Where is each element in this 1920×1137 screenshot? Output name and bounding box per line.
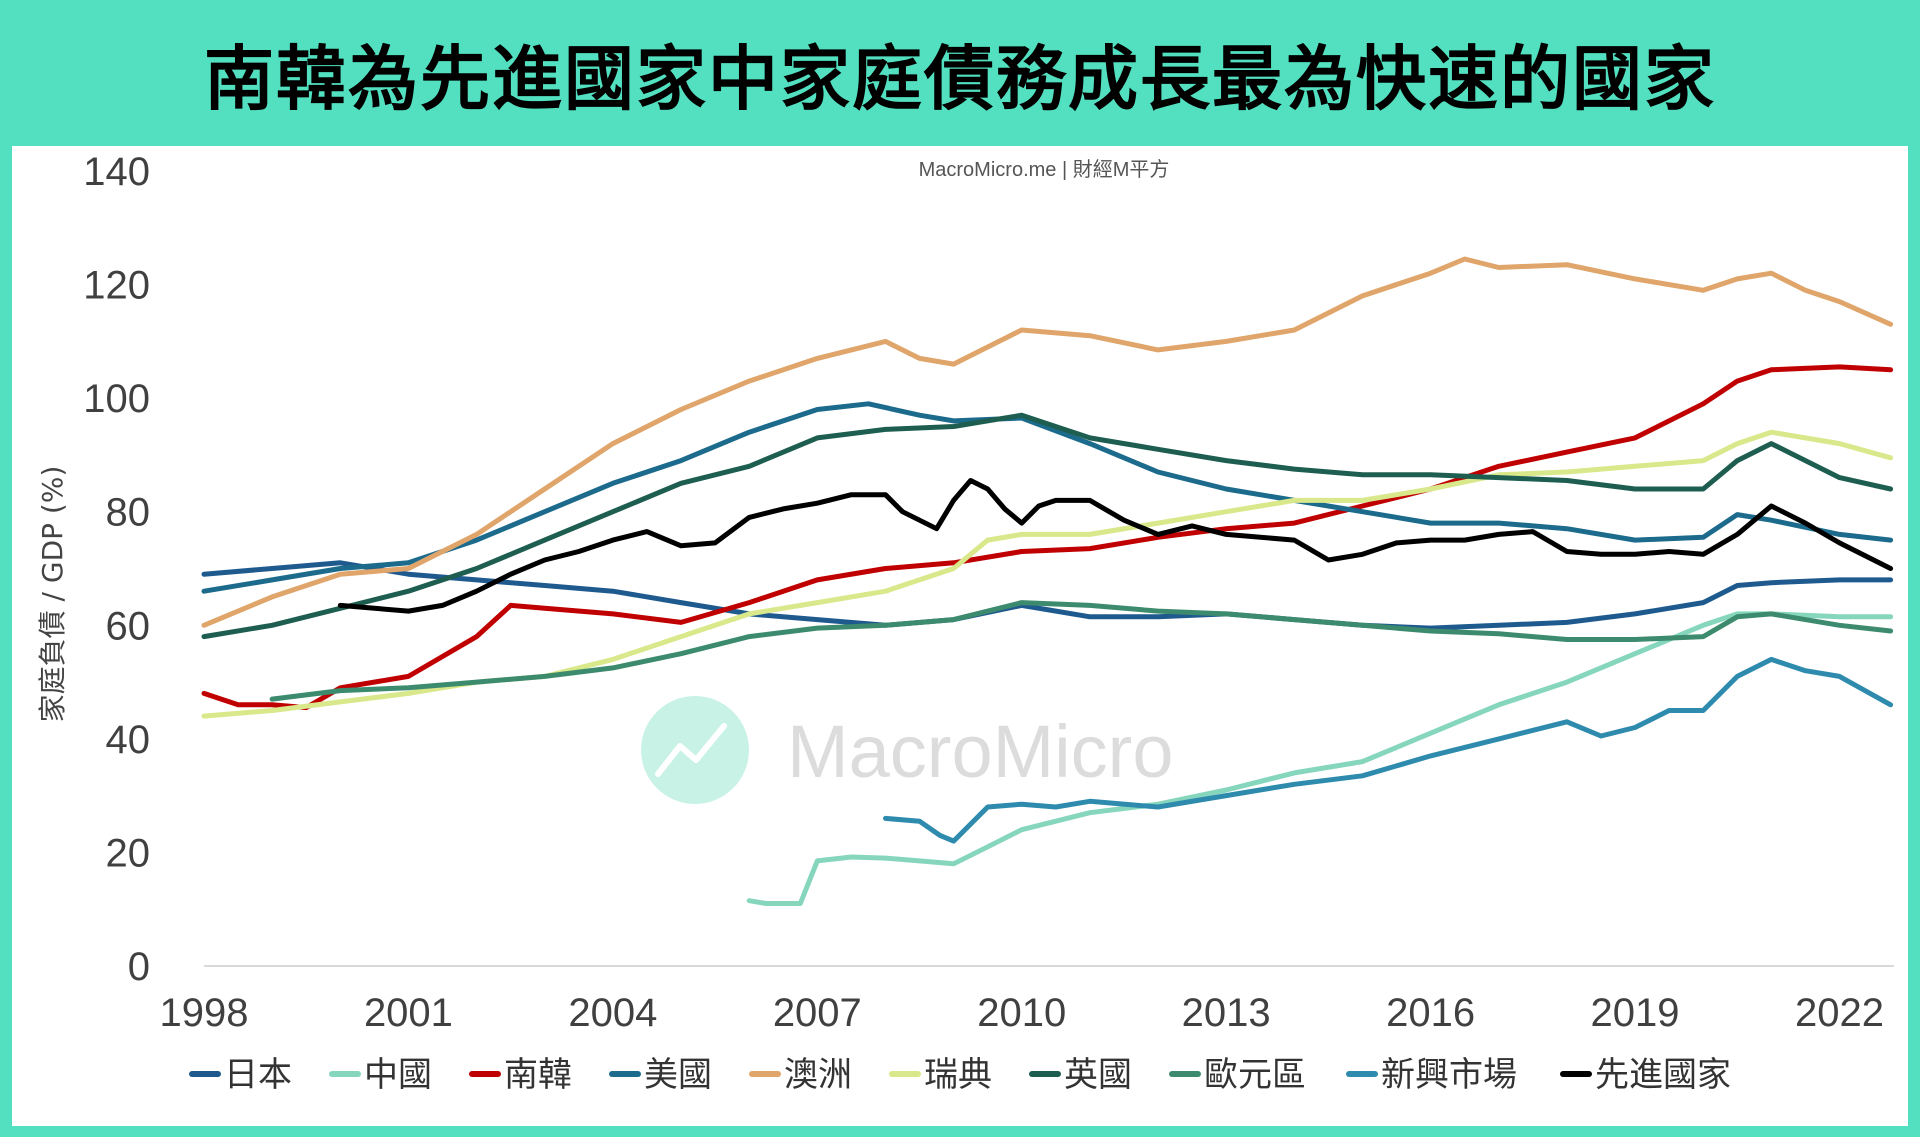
series-lines [201,256,1894,906]
legend-label: 南韓 [504,1055,572,1095]
watermark-logo-icon [641,696,749,804]
legend-item: 南韓 [469,1055,572,1095]
x-tick-label: 2004 [568,991,657,1035]
x-tick-label: 2022 [1795,991,1884,1035]
title-bar: 南韓為先進國家中家庭債務成長最為快速的國家 [0,0,1920,146]
x-tick-labels: 1998 2001 2004 2007 2010 2013 2016 2019 2022 [160,991,1884,1035]
y-tick-label: 60 [106,604,151,648]
legend-label: 英國 [1064,1055,1132,1095]
legend-label: 美國 [644,1055,712,1095]
legend-label: 中國 [364,1055,432,1095]
source-label: MacroMicro.me | 財經M平方 [919,158,1170,181]
y-tick-label: 0 [128,945,150,989]
watermark: MacroMicro [641,696,1173,804]
series-line [883,656,1894,844]
x-tick-label: 1998 [160,991,249,1035]
legend-label: 先進國家 [1595,1055,1731,1095]
watermark-chart-icon [655,723,727,777]
legend-label: 瑞典 [924,1055,992,1095]
legend-label: 日本 [224,1055,292,1095]
legend-item: 澳洲 [749,1055,852,1095]
x-tick-label: 2019 [1591,991,1680,1035]
series-line [201,401,1894,594]
legend-item: 歐元區 [1169,1055,1306,1095]
legend-item: 中國 [329,1055,432,1095]
legend-item: 英國 [1029,1055,1132,1095]
legend-item: 先進國家 [1560,1055,1731,1095]
x-tick-label: 2013 [1182,991,1271,1035]
y-tick-label: 80 [106,491,151,535]
y-tick-labels: 0 20 40 60 80 100 120 140 [83,150,150,989]
legend-item: 新興市場 [1346,1055,1517,1095]
legend-item: 日本 [189,1055,292,1095]
line-chart: MacroMicro MacroMicro.me | 財經M平方 家庭負債 / … [36,150,1894,1095]
legend-label: 新興市場 [1381,1055,1517,1095]
series-line [201,256,1894,628]
y-tick-label: 40 [106,718,151,762]
y-tick-label: 140 [83,150,150,194]
legend-label: 歐元區 [1204,1055,1306,1095]
legend: 日本 中國 南韓 美國 澳洲 瑞典 英國 歐元區 新興市場 先進國家 [189,1055,1731,1095]
x-tick-label: 2016 [1386,991,1475,1035]
x-tick-label: 2007 [773,991,862,1035]
series-line [201,412,1894,640]
chart-title: 南韓為先進國家中家庭債務成長最為快速的國家 [204,37,1716,120]
legend-item: 瑞典 [889,1055,992,1095]
chart-panel: MacroMicro MacroMicro.me | 財經M平方 家庭負債 / … [12,146,1908,1126]
y-tick-label: 100 [83,377,150,421]
watermark-text: MacroMicro [787,710,1173,793]
series-line [337,478,1894,614]
series-line [746,611,1894,906]
y-axis-title: 家庭負債 / GDP (%) [36,466,69,723]
x-tick-label: 2001 [364,991,453,1035]
series-line [201,364,1894,711]
legend-label: 澳洲 [784,1055,852,1095]
series-line [269,600,1894,702]
x-tick-label: 2010 [977,991,1066,1035]
y-tick-label: 120 [83,264,150,308]
legend-item: 美國 [609,1055,712,1095]
y-tick-label: 20 [106,831,151,875]
